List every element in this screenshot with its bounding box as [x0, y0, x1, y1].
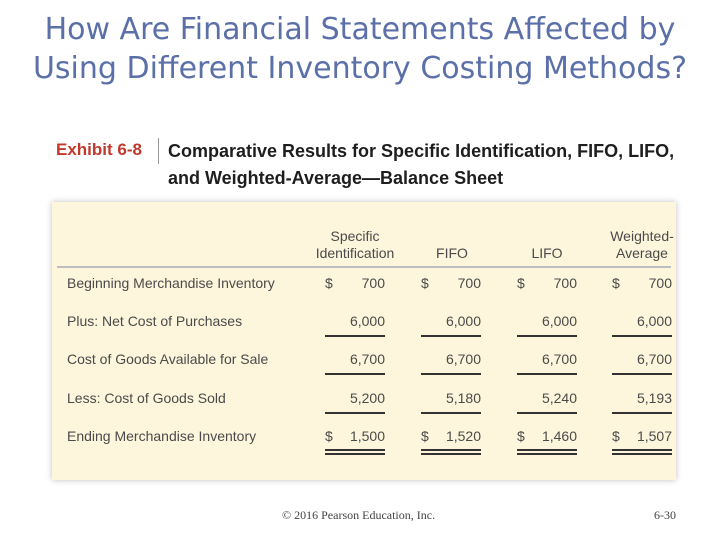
underline	[421, 373, 481, 375]
cell-value: 5,193	[636, 390, 672, 406]
underline	[325, 412, 385, 414]
currency-symbol: $	[517, 275, 525, 291]
currency-symbol: $	[612, 428, 620, 444]
cell-value: 6,000	[349, 313, 385, 329]
column-header-line1: Specific	[330, 228, 380, 244]
column-header-line2: FIFO	[436, 245, 468, 261]
cell-value: 1,460	[541, 428, 577, 444]
column-header-line2: Identification	[315, 245, 395, 261]
underline	[612, 412, 672, 414]
exhibit-title: Comparative Results for Specific Identif…	[168, 141, 675, 188]
exhibit-divider	[158, 138, 159, 164]
cell-value: 6,700	[349, 351, 385, 367]
cell-value: 700	[553, 275, 577, 291]
currency-symbol: $	[421, 428, 429, 444]
column-header: Weighted- Average	[587, 228, 697, 262]
cell-value: 700	[648, 275, 672, 291]
double-underline	[421, 449, 481, 455]
currency-symbol: $	[421, 275, 429, 291]
underline	[325, 373, 385, 375]
row-label: Less: Cost of Goods Sold	[67, 390, 226, 406]
cell-value: 700	[457, 275, 481, 291]
column-header-line2: Average	[616, 245, 668, 261]
copyright-text: © 2016 Pearson Education, Inc.	[282, 508, 436, 522]
row-label: Cost of Goods Available for Sale	[67, 351, 269, 367]
cell-value: 700	[361, 275, 385, 291]
cell-value: 6,700	[541, 351, 577, 367]
underline	[325, 335, 385, 337]
underline	[517, 373, 577, 375]
cell-value: 5,240	[541, 390, 577, 406]
double-underline	[612, 449, 672, 455]
cell-value: 6,000	[445, 313, 481, 329]
slide-title: How Are Financial Statements Affected by…	[32, 12, 688, 86]
cell-value: 1,507	[636, 428, 672, 444]
currency-symbol: $	[517, 428, 525, 444]
cell-value: 6,000	[541, 313, 577, 329]
column-header-line1	[492, 228, 602, 245]
column-header-line1: Weighted-	[610, 228, 674, 244]
currency-symbol: $	[325, 275, 333, 291]
underline	[612, 373, 672, 375]
column-header-line1	[397, 228, 507, 245]
underline	[517, 335, 577, 337]
page-number: 6-30	[654, 508, 676, 522]
row-label: Ending Merchandise Inventory	[67, 428, 257, 444]
currency-symbol: $	[325, 428, 333, 444]
cell-value: 1,500	[349, 428, 385, 444]
double-underline	[325, 449, 385, 455]
header-separator	[57, 266, 671, 268]
cell-value: 6,000	[636, 313, 672, 329]
column-header: Specific Identification	[300, 228, 410, 262]
currency-symbol: $	[612, 275, 620, 291]
underline	[517, 412, 577, 414]
comparison-table: Specific Identification FIFO LIFO Weighted…	[52, 202, 676, 480]
row-label: Plus: Net Cost of Purchases	[67, 313, 243, 329]
double-underline	[517, 449, 577, 455]
cell-value: 5,200	[349, 390, 385, 406]
row-label: Beginning Merchandise Inventory	[67, 275, 275, 291]
cell-value: 6,700	[445, 351, 481, 367]
column-header-line2: LIFO	[531, 245, 563, 261]
underline	[421, 335, 481, 337]
underline	[421, 412, 481, 414]
column-header: FIFO	[397, 228, 507, 262]
exhibit-label: Exhibit 6-8	[56, 140, 142, 159]
cell-value: 6,700	[636, 351, 672, 367]
cell-value: 5,180	[445, 390, 481, 406]
cell-value: 1,520	[445, 428, 481, 444]
column-header: LIFO	[492, 228, 602, 262]
underline	[612, 335, 672, 337]
